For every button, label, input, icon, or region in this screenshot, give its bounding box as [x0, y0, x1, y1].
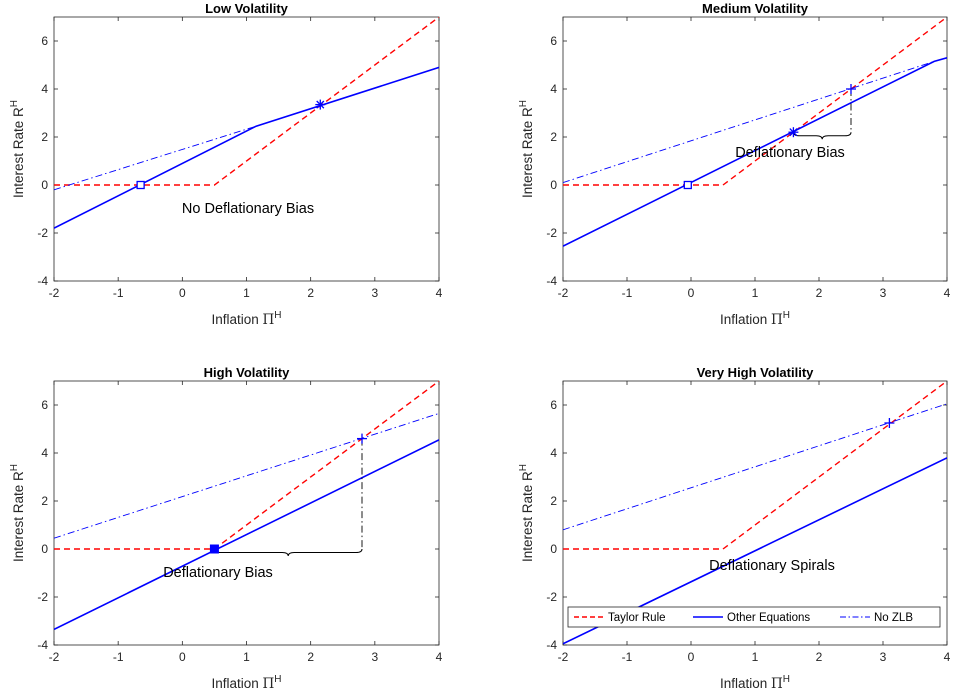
- y-tick-label: 0: [550, 542, 557, 556]
- legend-label: No ZLB: [874, 612, 913, 624]
- legend-label: Taylor Rule: [608, 612, 666, 624]
- series-nozlb-line: [54, 125, 257, 191]
- y-tick-label: 2: [550, 130, 557, 144]
- point-marker-plus: [846, 84, 856, 94]
- y-tick-label: -2: [37, 226, 48, 240]
- point-marker-square: [683, 180, 692, 190]
- x-tick-label: -1: [622, 650, 633, 664]
- point-marker-plus: [357, 433, 367, 444]
- x-axis-label: Inflation ΠH: [211, 674, 281, 692]
- series-taylor-line: [54, 17, 439, 186]
- x-tick-label: 1: [243, 650, 250, 664]
- series-nozlb-line: [563, 60, 935, 184]
- x-tick-label: 4: [944, 286, 951, 300]
- point-marker-square: [136, 180, 145, 190]
- y-tick-label: 6: [41, 34, 48, 48]
- x-tick-label: 3: [371, 286, 378, 300]
- y-tick-label: 0: [41, 178, 48, 192]
- y-tick-label: -2: [37, 590, 48, 604]
- x-tick-label: 0: [688, 650, 695, 664]
- y-tick-label: -4: [37, 274, 48, 288]
- annotation-label: No Deflationary Bias: [182, 201, 314, 217]
- x-tick-label: 2: [307, 650, 314, 664]
- series-taylor-line: [563, 381, 947, 550]
- x-tick-label: -2: [49, 286, 60, 300]
- axes-box: [53, 16, 440, 282]
- x-tick-label: -1: [113, 286, 124, 300]
- x-tick-label: 1: [752, 650, 759, 664]
- x-tick-label: 2: [816, 286, 823, 300]
- y-tick-label: -2: [546, 226, 557, 240]
- x-tick-label: 3: [880, 286, 887, 300]
- y-tick-label: -4: [546, 274, 557, 288]
- annotation-label: Deflationary Spirals: [709, 558, 835, 574]
- legend-label: Other Equations: [727, 612, 810, 624]
- y-tick-label: 6: [41, 398, 48, 412]
- x-tick-label: 0: [179, 650, 186, 664]
- y-tick-label: 2: [550, 494, 557, 508]
- series-other-line: [54, 439, 439, 631]
- y-tick-label: 6: [550, 34, 557, 48]
- point-marker-star: [788, 127, 799, 138]
- x-tick-label: 3: [371, 650, 378, 664]
- point-marker-filled-square: [209, 544, 219, 554]
- panel-title: High Volatility: [204, 365, 290, 380]
- y-tick-label: 4: [550, 82, 557, 96]
- legend-box: [567, 606, 941, 628]
- x-tick-label: -1: [622, 286, 633, 300]
- series-group: [54, 17, 439, 229]
- x-tick-label: 2: [816, 650, 823, 664]
- x-tick-label: 4: [436, 286, 443, 300]
- y-axis-label: Interest Rate RH: [9, 464, 26, 562]
- point-marker-star: [315, 99, 326, 110]
- x-tick-label: 2: [307, 286, 314, 300]
- x-tick-label: 0: [688, 286, 695, 300]
- axes-box: [53, 380, 440, 646]
- x-tick-label: 3: [880, 650, 887, 664]
- annotation-label: Deflationary Bias: [163, 565, 273, 581]
- y-tick-label: 0: [550, 178, 557, 192]
- x-axis-label: Inflation ΠH: [211, 310, 281, 328]
- legend: Taylor Rule Other Equations No ZLB: [567, 606, 941, 628]
- y-tick-label: 4: [41, 446, 48, 460]
- y-tick-label: 6: [550, 398, 557, 412]
- y-tick-label: 4: [550, 446, 557, 460]
- x-tick-label: 1: [243, 286, 250, 300]
- series-nozlb-line: [563, 403, 947, 531]
- y-tick-label: -4: [546, 638, 557, 652]
- y-tick-label: 0: [41, 542, 48, 556]
- x-axis-label: Inflation ΠH: [720, 310, 790, 328]
- series-other-line: [54, 66, 439, 229]
- panel-title: Medium Volatility: [702, 1, 809, 16]
- y-tick-label: 4: [41, 82, 48, 96]
- y-tick-label: 2: [41, 494, 48, 508]
- series-taylor-line: [563, 17, 947, 186]
- x-axis-label: Inflation ΠH: [720, 674, 790, 692]
- y-tick-label: -2: [546, 590, 557, 604]
- x-tick-label: -1: [113, 650, 124, 664]
- panel-title: Low Volatility: [205, 1, 289, 16]
- panel-title: Very High Volatility: [697, 365, 815, 380]
- x-tick-label: -2: [558, 650, 569, 664]
- x-tick-label: 4: [436, 650, 443, 664]
- point-marker-plus: [884, 418, 895, 428]
- y-tick-label: -4: [37, 638, 48, 652]
- axes-box: [562, 16, 948, 282]
- x-tick-label: -2: [558, 286, 569, 300]
- y-axis-label: Interest Rate RH: [518, 100, 535, 198]
- x-tick-label: 0: [179, 286, 186, 300]
- y-axis-label: Interest Rate RH: [9, 100, 26, 198]
- series-nozlb-line: [54, 412, 439, 539]
- x-tick-label: -2: [49, 650, 60, 664]
- x-tick-label: 4: [944, 650, 951, 664]
- y-tick-label: 2: [41, 130, 48, 144]
- annotation-label: Deflationary Bias: [735, 145, 845, 161]
- y-axis-label: Interest Rate RH: [518, 464, 535, 562]
- x-tick-label: 1: [752, 286, 759, 300]
